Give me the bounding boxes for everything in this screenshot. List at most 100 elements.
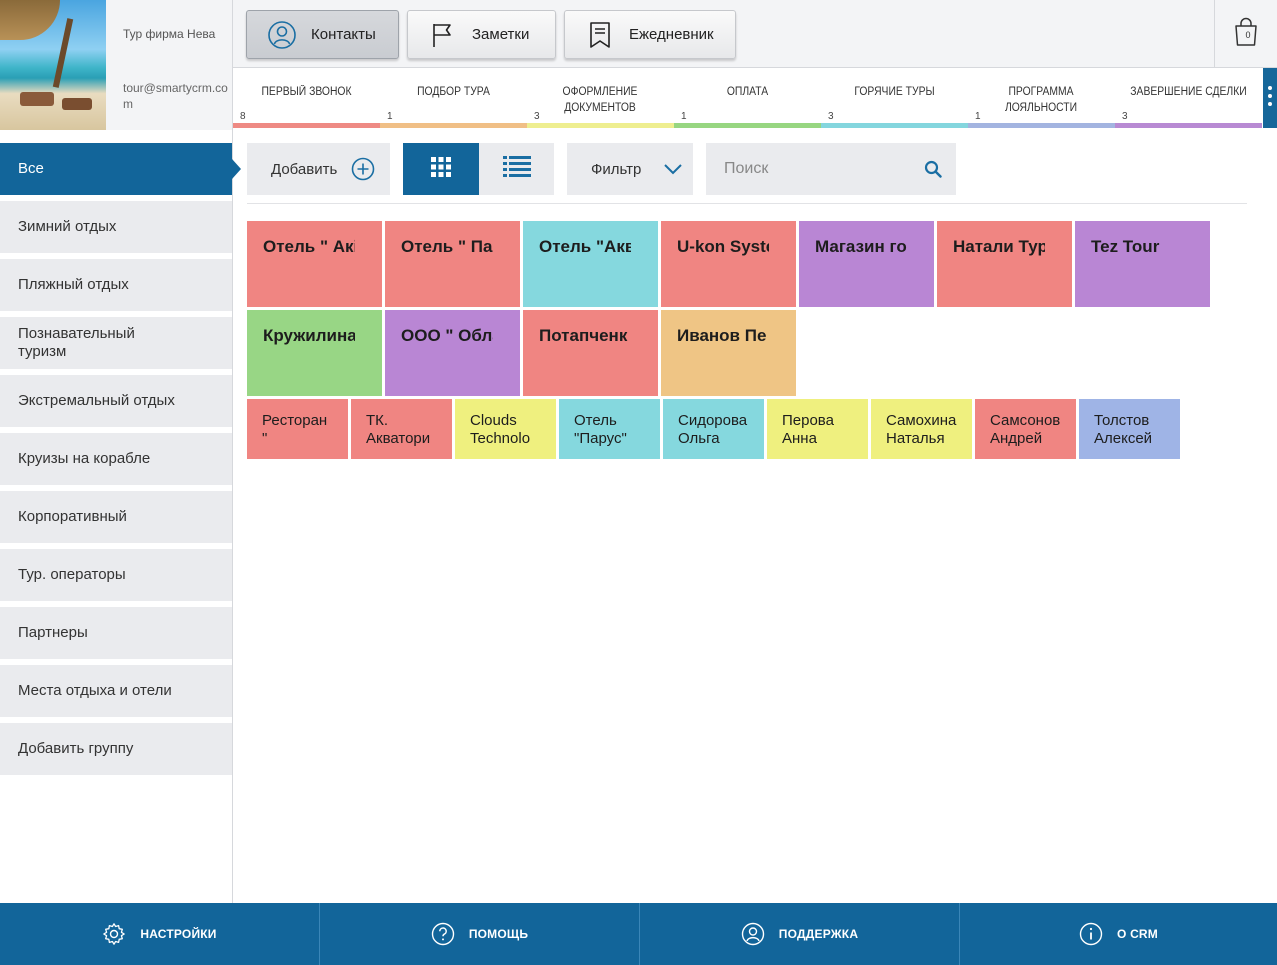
contact-card-name: Магазин го (815, 237, 907, 256)
contact-card[interactable]: Иванов Пе (661, 310, 796, 396)
contact-card-line: Самсонов (990, 412, 1061, 429)
company-photo (0, 0, 106, 130)
grid-view-button[interactable] (403, 143, 479, 195)
sidebar-item-label: Партнеры (18, 624, 88, 641)
tab-notes-label: Заметки (472, 26, 530, 43)
sidebar-item-winter[interactable]: Зимний отдых (0, 201, 232, 253)
cart-count: 0 (1245, 30, 1251, 40)
settings-label: НАСТРОЙКИ (140, 927, 217, 941)
stage-label: Завершение сделки (1130, 86, 1247, 98)
chevron-down-icon (663, 162, 683, 180)
footer-bar: НАСТРОЙКИ ПОМОЩЬ ПОДДЕРЖКА О CRM (0, 903, 1277, 965)
stage-documents[interactable]: Оформление документов 3 (527, 68, 674, 130)
contacts-toolbar: Добавить Фильтр (247, 143, 1247, 195)
stage-label: Программа лояльности (1004, 86, 1078, 114)
stage-label: Оформление документов (562, 86, 638, 114)
contact-card[interactable]: Tez Tour (1075, 221, 1210, 307)
company-email[interactable]: tour@smartycrm.com (123, 81, 228, 111)
contact-card-line: Толстов (1094, 412, 1150, 429)
contact-card-small[interactable]: Перова Анна (767, 399, 868, 459)
stage-label: Оплата (726, 86, 769, 98)
contact-card-small[interactable]: Clouds Technolo (455, 399, 556, 459)
side-panel-handle[interactable] (1263, 68, 1277, 128)
contact-card-small[interactable]: Сидорова Ольга (663, 399, 764, 459)
contact-card[interactable]: Кружилина (247, 310, 382, 396)
tab-diary-label: Ежедневник (629, 26, 714, 43)
info-icon (1079, 922, 1103, 946)
contact-card[interactable]: U-kon Syste (661, 221, 796, 307)
stage-label: Горячие туры (854, 86, 935, 98)
contact-card[interactable]: Потапченк (523, 310, 658, 396)
search-box (706, 143, 956, 195)
help-button[interactable]: ПОМОЩЬ (320, 903, 640, 965)
shopping-bag-icon (1233, 17, 1259, 52)
contact-card-small[interactable]: Толстов Алексей (1079, 399, 1180, 459)
contact-card-line: Сидорова (678, 412, 748, 429)
company-name: Тур фирма Нева (123, 27, 216, 41)
tab-notes[interactable]: Заметки (407, 10, 556, 59)
stage-deal-closing[interactable]: Завершение сделки 3 (1115, 68, 1262, 130)
stage-bar (527, 123, 674, 128)
settings-button[interactable]: НАСТРОЙКИ (0, 903, 320, 965)
contact-card-small[interactable]: ТК. Акватори (351, 399, 452, 459)
contact-card-name: Tez Tour (1091, 237, 1160, 256)
stage-loyalty[interactable]: Программа лояльности 1 (968, 68, 1115, 130)
stage-count: 8 (240, 111, 246, 122)
contact-card-line: Акватори (366, 430, 431, 447)
sidebar-item-extreme[interactable]: Экстремальный отдых (0, 375, 232, 427)
sidebar-item-educational[interactable]: Познавательный туризм (0, 317, 232, 369)
stage-first-call[interactable]: Первый звонок 8 (233, 68, 380, 130)
sidebar-item-all[interactable]: Все (0, 143, 241, 195)
stage-tour-selection[interactable]: Подбор тура 1 (380, 68, 527, 130)
add-label: Добавить (271, 160, 338, 178)
contact-card-small[interactable]: Самсонов Андрей (975, 399, 1076, 459)
search-input[interactable] (706, 160, 906, 178)
contact-card-line: Самохина (886, 412, 957, 429)
contact-card-line: "Парус" (574, 430, 627, 447)
stage-hot-tours[interactable]: Горячие туры 3 (821, 68, 968, 130)
sidebar-item-corporate[interactable]: Корпоративный (0, 491, 232, 543)
support-icon (741, 922, 765, 946)
contact-card[interactable]: Отель " Пар (385, 221, 520, 307)
stage-bar (1115, 123, 1262, 128)
sidebar-item-label: Добавить группу (18, 740, 134, 757)
tab-diary[interactable]: Ежедневник (564, 10, 736, 59)
about-label: О CRM (1117, 927, 1158, 941)
sidebar-item-label: Экстремальный отдых (18, 392, 175, 409)
sidebar-item-label: Корпоративный (18, 508, 127, 525)
sidebar-item-label: Познавательный туризм (18, 325, 135, 360)
contact-card-small[interactable]: Ресторан " (247, 399, 348, 459)
contact-card[interactable]: Отель "Акв (523, 221, 658, 307)
contact-card-small[interactable]: Самохина Наталья (871, 399, 972, 459)
sidebar-item-partners[interactable]: Партнеры (0, 607, 232, 659)
contact-card[interactable]: Натали Тур (937, 221, 1072, 307)
contact-card[interactable]: Магазин го (799, 221, 934, 307)
contact-card-name: Отель " Акі (263, 237, 355, 256)
stage-payment[interactable]: Оплата 1 (674, 68, 821, 130)
gear-icon (102, 922, 126, 946)
tab-contacts[interactable]: Контакты (246, 10, 399, 59)
support-button[interactable]: ПОДДЕРЖКА (640, 903, 960, 965)
about-button[interactable]: О CRM (960, 903, 1277, 965)
flag-icon (428, 20, 458, 50)
contact-card[interactable]: Отель " Акі (247, 221, 382, 307)
contact-card[interactable]: ООО " Обла (385, 310, 520, 396)
contact-card-line: Алексей (1094, 430, 1153, 447)
contact-card-small[interactable]: Отель "Парус" (559, 399, 660, 459)
contact-card-line: Отель (574, 412, 617, 429)
contact-card-line: Андрей (990, 430, 1043, 447)
sidebar-item-beach[interactable]: Пляжный отдых (0, 259, 232, 311)
sidebar-item-tour-operators[interactable]: Тур. операторы (0, 549, 232, 601)
contact-card-line: Clouds (470, 412, 517, 429)
sidebar-item-hotels[interactable]: Места отдыха и отели (0, 665, 232, 717)
sidebar-item-cruises[interactable]: Круизы на корабле (0, 433, 232, 485)
search-icon[interactable] (924, 160, 942, 183)
add-contact-button[interactable]: Добавить (247, 143, 390, 195)
contact-card-line: Анна (782, 430, 817, 447)
sidebar-item-add-group[interactable]: Добавить группу (0, 723, 232, 775)
list-view-button[interactable] (479, 143, 554, 195)
cart-button[interactable]: 0 (1214, 0, 1277, 68)
filter-dropdown[interactable]: Фильтр (567, 143, 693, 195)
contact-card-name: Отель " Пар (401, 237, 493, 256)
stage-label: Подбор тура (417, 86, 490, 98)
